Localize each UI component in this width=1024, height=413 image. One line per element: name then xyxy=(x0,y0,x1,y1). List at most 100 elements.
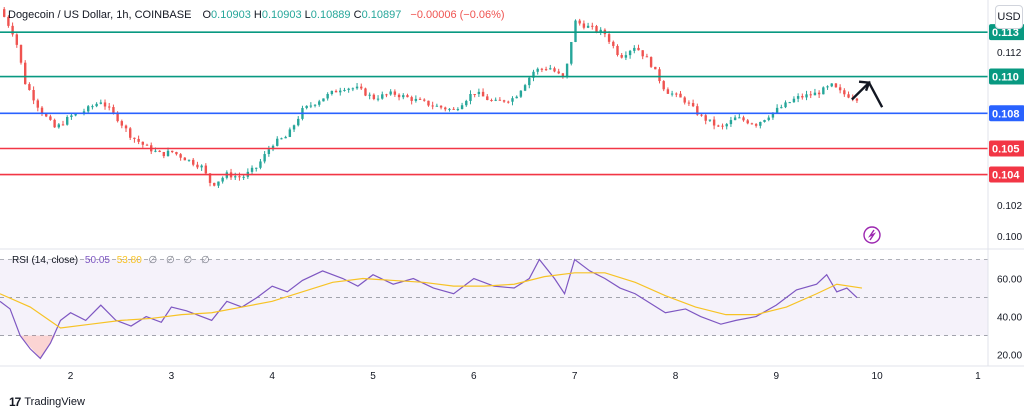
candle-down xyxy=(696,106,699,115)
candle-down xyxy=(196,164,199,168)
candle-up xyxy=(570,41,573,64)
candle-up xyxy=(322,98,325,102)
price-tick-label-0: 0.100 xyxy=(997,232,1022,243)
candle-up xyxy=(599,29,602,32)
candle-down xyxy=(45,113,48,117)
candle-down xyxy=(129,128,132,138)
candles xyxy=(3,7,859,188)
level-badge-2 xyxy=(989,105,1024,122)
level-badge-1 xyxy=(989,68,1024,85)
candle-down xyxy=(179,154,182,158)
candle-down xyxy=(582,23,586,28)
projection-arrow-head xyxy=(858,80,871,92)
candle-up xyxy=(259,161,262,168)
candle-down xyxy=(486,96,489,101)
candle-up xyxy=(91,106,94,108)
candle-down xyxy=(473,93,476,95)
candle-down xyxy=(385,94,388,96)
candle-down xyxy=(838,87,842,91)
currency-button[interactable]: USD xyxy=(995,5,1023,29)
candle-up xyxy=(87,106,90,112)
candle-down xyxy=(444,107,447,110)
high-value: 0.10903 xyxy=(261,9,302,21)
candle-up xyxy=(708,119,712,121)
candle-up xyxy=(70,115,73,118)
rsi-tick-label-1: 40.00 xyxy=(997,313,1022,324)
candle-down xyxy=(204,165,208,174)
lightning-glyph xyxy=(867,229,877,241)
candle-down xyxy=(658,69,661,82)
candle-down xyxy=(553,68,556,72)
candle-down xyxy=(561,73,565,78)
candle-up xyxy=(633,47,636,51)
candle-down xyxy=(145,144,149,146)
candle-up xyxy=(288,129,292,137)
candle-up xyxy=(57,124,61,128)
candle-up xyxy=(276,138,279,146)
rsi-tick-label-0: 20.00 xyxy=(997,351,1022,362)
time-tick-label-2: 4 xyxy=(269,371,275,382)
price-pane xyxy=(0,7,988,244)
candle-up xyxy=(469,93,472,101)
candle-down xyxy=(171,150,174,153)
candle-up xyxy=(624,55,628,58)
candle-up xyxy=(343,89,346,91)
candle-down xyxy=(3,9,6,17)
rsi-value: 50.05 xyxy=(84,255,110,266)
candle-down xyxy=(843,90,846,95)
low-value: 0.10889 xyxy=(310,9,351,21)
candle-down xyxy=(649,57,653,67)
candle-up xyxy=(767,117,770,120)
candle-down xyxy=(116,112,119,122)
change-value: −0.00006 (−0.06%) xyxy=(410,9,505,21)
candle-down xyxy=(540,68,544,70)
candle-up xyxy=(536,68,539,72)
rsi-ma-value: 53.80 xyxy=(116,255,142,266)
time-tick-label-5: 7 xyxy=(572,371,578,382)
candle-down xyxy=(750,123,754,125)
tradingview-logo[interactable]: 17 TradingView xyxy=(9,395,85,409)
candle-down xyxy=(238,176,241,178)
lightning-icon[interactable] xyxy=(863,226,881,244)
candle-down xyxy=(133,137,136,139)
candle-up xyxy=(586,25,590,28)
candle-down xyxy=(11,25,14,35)
candle-down xyxy=(372,94,376,99)
candle-up xyxy=(313,104,317,106)
candle-up xyxy=(813,92,817,96)
level-badge-3 xyxy=(989,140,1024,157)
candle-down xyxy=(427,100,430,106)
candle-up xyxy=(729,120,733,125)
candle-up xyxy=(221,177,224,182)
candle-up xyxy=(523,85,527,91)
candle-down xyxy=(607,34,611,42)
candle-up xyxy=(347,88,350,90)
rsi-legend: RSI (14, close) 50.05 53.80 ∅ ∅ ∅ ∅ xyxy=(12,255,213,266)
time-tick-label-4: 6 xyxy=(471,371,477,382)
candle-up xyxy=(826,86,829,88)
candle-down xyxy=(24,62,27,85)
candle-down xyxy=(137,138,140,142)
candle-down xyxy=(712,119,716,126)
candle-down xyxy=(364,88,367,96)
candle-down xyxy=(595,26,598,32)
candle-up xyxy=(389,91,392,95)
candle-down xyxy=(406,95,409,98)
candle-up xyxy=(99,102,103,104)
candle-down xyxy=(175,152,178,155)
candle-down xyxy=(817,92,821,95)
open-label: O xyxy=(202,9,212,21)
candle-down xyxy=(700,114,703,116)
candle-down xyxy=(507,101,510,103)
candle-down xyxy=(662,81,665,90)
candle-down xyxy=(691,103,695,107)
level-badge-label-3: 0.105 xyxy=(992,143,1020,155)
price-tick-label-1: 0.102 xyxy=(997,201,1022,212)
candle-up xyxy=(355,86,359,89)
candle-up xyxy=(263,154,266,162)
candle-down xyxy=(108,106,111,108)
candle-up xyxy=(74,113,77,116)
candle-up xyxy=(725,124,728,127)
candle-down xyxy=(418,98,422,100)
symbol-header: Dogecoin / US Dollar, 1h, COINBASE O0.10… xyxy=(8,9,505,21)
